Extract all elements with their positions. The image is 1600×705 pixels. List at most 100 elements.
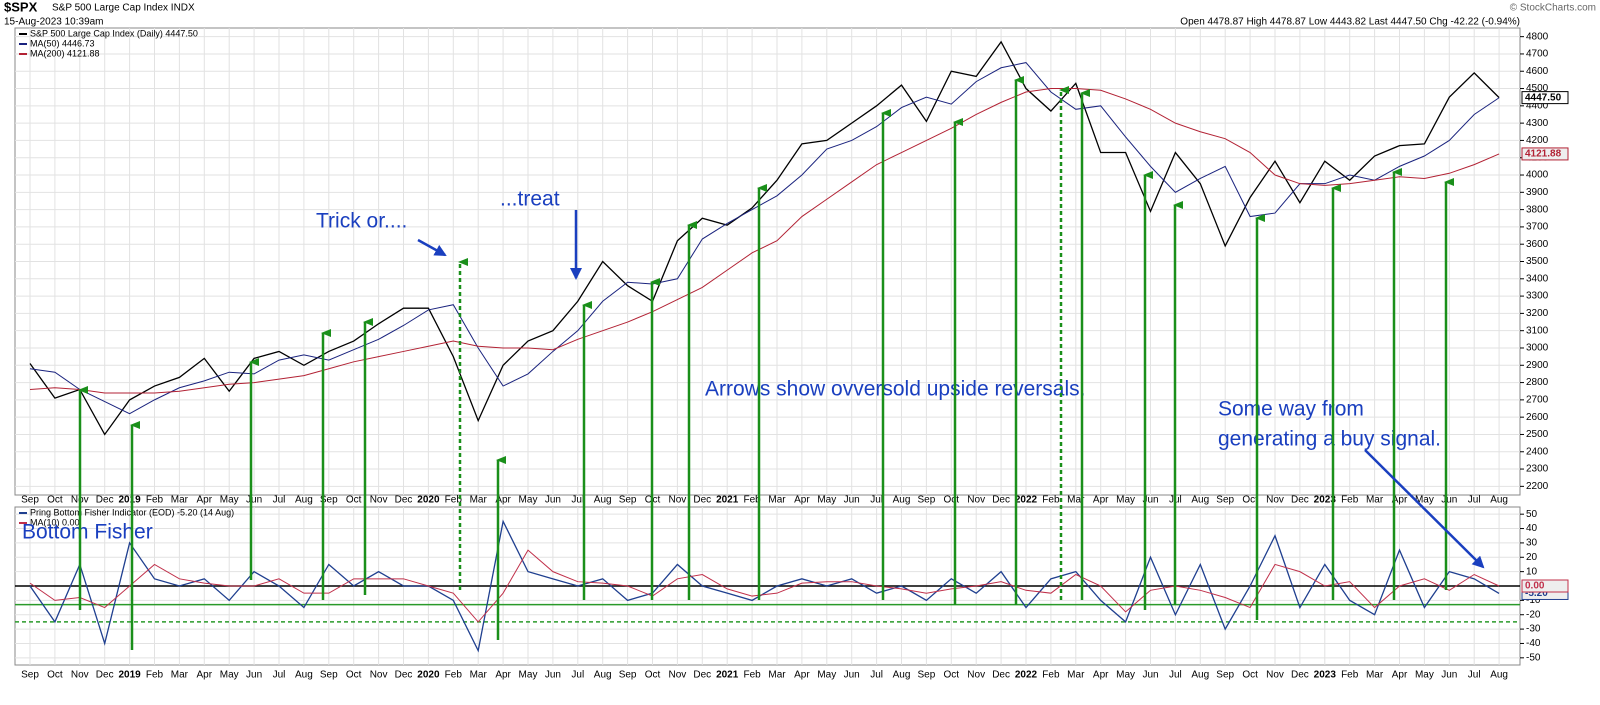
y-tick-label: 3800 <box>1526 204 1549 215</box>
x-tick-label: Jul <box>870 495 883 506</box>
x-tick-label: 2020 <box>417 670 440 681</box>
x-tick-label: Aug <box>1191 495 1209 506</box>
x-tick-label: Apr <box>794 670 810 681</box>
x-tick-label: Dec <box>992 495 1010 506</box>
index-name: S&P 500 Large Cap Index INDX <box>52 3 195 14</box>
x-tick-label: Dec <box>96 670 114 681</box>
x-tick-label: Nov <box>370 495 388 506</box>
y-tick-label: -30 <box>1526 624 1541 635</box>
last-value-label: -5.20 <box>1525 588 1548 599</box>
x-tick-label: Feb <box>743 670 761 681</box>
annotation: Some way from <box>1218 398 1364 421</box>
y-tick-label: 2400 <box>1526 446 1549 457</box>
x-tick-label: 2022 <box>1015 670 1038 681</box>
x-tick-label: Dec <box>693 495 711 506</box>
x-tick-label: Dec <box>395 670 413 681</box>
x-tick-label: Mar <box>1366 670 1384 681</box>
x-tick-label: Dec <box>1291 670 1309 681</box>
y-tick-label: 4500 <box>1526 83 1549 94</box>
x-tick-label: Aug <box>295 495 313 506</box>
legend-entry: MA(10) 0.00 <box>30 517 80 527</box>
x-tick-label: Dec <box>96 495 114 506</box>
legend-entry: MA(200) 4121.88 <box>30 48 100 58</box>
x-tick-label: May <box>1415 670 1434 681</box>
x-tick-label: Apr <box>197 670 213 681</box>
x-tick-label: May <box>817 495 836 506</box>
series-line <box>29 549 1500 623</box>
y-tick-label: 2300 <box>1526 464 1549 475</box>
x-tick-label: Feb <box>146 495 164 506</box>
series-line <box>29 519 1500 653</box>
x-tick-label: Nov <box>370 670 388 681</box>
x-tick-label: Oct <box>944 495 960 506</box>
y-tick-label: 40 <box>1526 523 1538 534</box>
x-tick-label: Mar <box>470 495 488 506</box>
y-tick-label: -20 <box>1526 609 1541 620</box>
x-tick-label: Nov <box>1266 495 1284 506</box>
x-tick-label: May <box>220 495 239 506</box>
x-tick-label: 2023 <box>1314 670 1337 681</box>
x-tick-label: Nov <box>669 670 687 681</box>
x-tick-label: May <box>1116 670 1135 681</box>
x-tick-label: Jul <box>571 670 584 681</box>
x-tick-label: Aug <box>1490 670 1508 681</box>
y-tick-label: 2800 <box>1526 377 1549 388</box>
x-tick-label: Aug <box>893 670 911 681</box>
y-tick-label: 4600 <box>1526 66 1549 77</box>
symbol: $SPX <box>4 0 38 14</box>
y-tick-label: 3400 <box>1526 273 1549 284</box>
y-tick-label: 2700 <box>1526 395 1549 406</box>
x-tick-label: Sep <box>21 495 39 506</box>
annotation: generating a buy signal. <box>1218 428 1441 451</box>
x-tick-label: Feb <box>743 495 761 506</box>
x-tick-label: 2022 <box>1015 495 1038 506</box>
y-tick-label: 3000 <box>1526 343 1549 354</box>
x-tick-label: Apr <box>495 495 511 506</box>
y-tick-label: 4000 <box>1526 170 1549 181</box>
x-tick-label: Aug <box>893 495 911 506</box>
x-tick-label: Jul <box>273 495 286 506</box>
x-tick-label: Oct <box>346 495 362 506</box>
x-tick-label: Sep <box>619 495 637 506</box>
x-tick-label: 2019 <box>118 670 141 681</box>
x-tick-label: Feb <box>1042 670 1060 681</box>
x-tick-label: Sep <box>1216 670 1234 681</box>
x-tick-label: May <box>1415 495 1434 506</box>
x-tick-label: Oct <box>944 670 960 681</box>
x-tick-label: Mar <box>768 670 786 681</box>
x-tick-label: Apr <box>495 670 511 681</box>
x-tick-label: Oct <box>346 670 362 681</box>
x-tick-label: Feb <box>1341 495 1359 506</box>
callout-arrow <box>1364 449 1485 569</box>
x-tick-label: Mar <box>768 495 786 506</box>
timestamp: 15-Aug-2023 10:39am <box>4 17 104 28</box>
x-tick-label: Sep <box>320 670 338 681</box>
y-tick-label: 3900 <box>1526 187 1549 198</box>
x-tick-label: May <box>519 495 538 506</box>
last-value-box <box>1521 91 1569 105</box>
x-tick-label: Jul <box>273 670 286 681</box>
x-tick-label: Aug <box>295 670 313 681</box>
legend-entry: MA(50) 4446.73 <box>30 38 95 48</box>
x-tick-label: Nov <box>967 670 985 681</box>
x-tick-label: Aug <box>1191 670 1209 681</box>
x-tick-label: Feb <box>445 495 463 506</box>
x-tick-label: Oct <box>1242 670 1258 681</box>
y-tick-label: 10 <box>1526 566 1538 577</box>
x-tick-label: Jun <box>1142 670 1158 681</box>
x-tick-label: Nov <box>71 670 89 681</box>
x-tick-label: Oct <box>47 670 63 681</box>
x-tick-label: Oct <box>645 670 661 681</box>
legend-entry: S&P 500 Large Cap Index (Daily) 4447.50 <box>30 28 198 38</box>
x-tick-label: Feb <box>1341 670 1359 681</box>
x-tick-label: Aug <box>1490 495 1508 506</box>
x-tick-label: Jun <box>1142 495 1158 506</box>
x-tick-label: 2023 <box>1314 495 1337 506</box>
x-tick-label: 2021 <box>716 495 739 506</box>
x-tick-label: Nov <box>669 495 687 506</box>
x-tick-label: Mar <box>1366 495 1384 506</box>
callout-arrow <box>417 238 447 257</box>
x-tick-label: Oct <box>47 495 63 506</box>
y-tick-label: -10 <box>1526 595 1541 606</box>
